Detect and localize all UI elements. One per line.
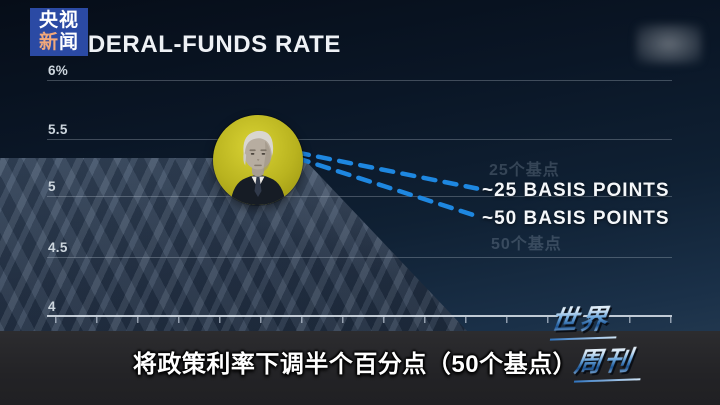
chart-title: FEDERAL-FUNDS RATE <box>56 31 342 58</box>
gridline-5 <box>47 196 672 197</box>
person-portrait-icon <box>230 130 286 205</box>
station-badge-char-accent: 新 <box>38 32 59 53</box>
x-axis-ticks <box>55 317 672 323</box>
y-axis-label-6: 6% <box>48 63 69 78</box>
cut-25bp-label: ~25 BASIS POINTS <box>482 180 670 201</box>
gridline-6 <box>47 80 672 81</box>
caption-text: 将政策利率下调半个百分点（50个基点） <box>132 351 578 378</box>
station-badge-char-rest: 闻 <box>59 32 80 53</box>
y-axis-label-5-5: 5.5 <box>48 122 68 137</box>
y-axis-label-5: 5 <box>48 179 56 194</box>
gridline-5-5 <box>47 139 672 140</box>
y-axis-label-4: 4 <box>48 299 56 314</box>
cut-50bp-label: ~50 BASIS POINTS <box>482 208 670 229</box>
cut-25bp-dashed-line <box>294 150 480 191</box>
blurred-watermark <box>636 24 702 64</box>
station-badge-line2: 新闻 <box>39 32 79 54</box>
gridline-4-5 <box>47 257 672 258</box>
cut-50bp-dashed-line <box>294 155 478 218</box>
ghost-label-25bp: 25个基点 <box>489 162 560 179</box>
station-badge: 央视 新闻 <box>30 8 88 56</box>
station-badge-line1: 央视 <box>38 10 79 31</box>
program-logo: 世界 周刊 <box>542 295 653 383</box>
program-logo-line2: 周刊 <box>572 338 646 379</box>
program-logo-line1: 世界 <box>548 295 652 337</box>
y-axis-label-4-5: 4.5 <box>48 240 68 255</box>
ghost-label-50bp: 50个基点 <box>491 236 562 253</box>
x-axis-line <box>47 315 672 317</box>
caption-bar <box>0 331 720 405</box>
fed-chair-portrait-badge <box>213 115 303 205</box>
